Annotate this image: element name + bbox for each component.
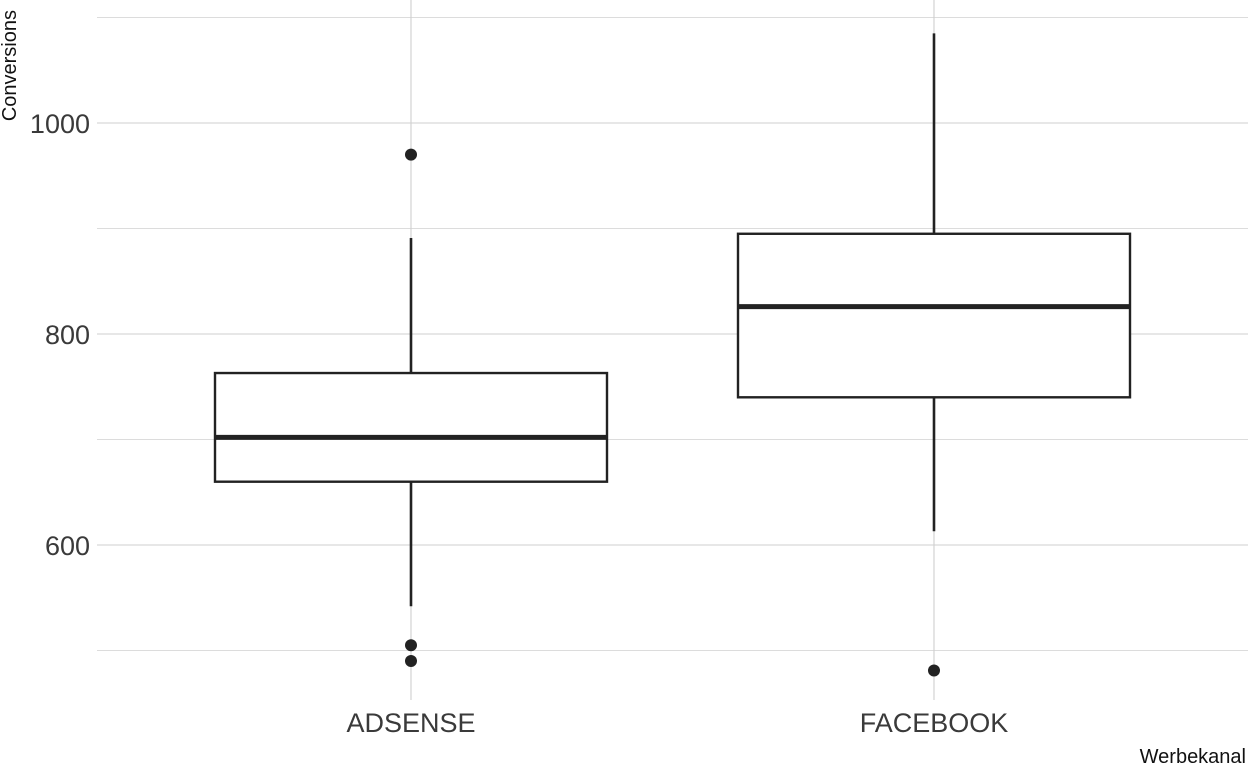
x-tick-label: FACEBOOK — [860, 708, 1009, 738]
tick-labels: 600 800 1000 ADSENSE FACEBOOK — [30, 109, 1008, 738]
y-tick-label: 800 — [45, 320, 90, 350]
y-axis-title: Conversions — [0, 10, 21, 121]
y-tick-label: 1000 — [30, 109, 90, 139]
box-iqr — [736, 232, 1132, 399]
y-tick-label: 600 — [45, 531, 90, 561]
outlier-point — [928, 664, 940, 677]
outlier-point — [405, 639, 417, 652]
x-axis-title: Werbekanal — [1140, 746, 1246, 768]
outlier-point — [405, 148, 417, 161]
box-iqr — [213, 371, 609, 483]
x-tick-label: ADSENSE — [346, 708, 475, 738]
box-layer — [213, 33, 1132, 677]
outlier-point — [405, 655, 417, 668]
